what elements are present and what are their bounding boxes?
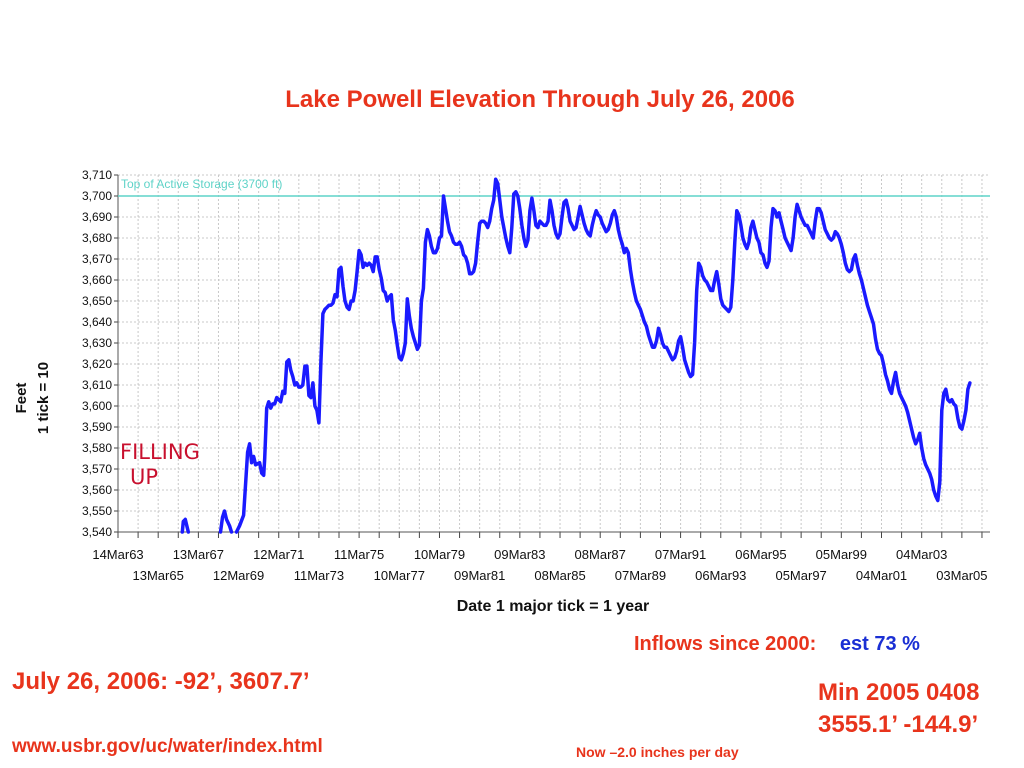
y-tick-label: 3,640 <box>82 315 112 329</box>
elevation-line <box>234 177 972 534</box>
y-tick-label: 3,660 <box>82 273 112 287</box>
x-tick-label: 08Mar85 <box>534 568 585 583</box>
y-tick-label: 3,670 <box>82 252 112 266</box>
x-tick-label: 09Mar81 <box>454 568 505 583</box>
filling-line-2: UP <box>130 465 159 489</box>
page-title: Lake Powell Elevation Through July 26, 2… <box>285 86 795 113</box>
min-line-1: Min 2005 0408 <box>818 679 980 706</box>
x-tick-label: 04Mar01 <box>856 568 907 583</box>
x-tick-label: 04Mar03 <box>896 547 947 562</box>
elevation-line <box>218 509 234 534</box>
x-tick-label: 05Mar99 <box>816 547 867 562</box>
y-tick-label: 3,630 <box>82 336 112 350</box>
y-tick-label: 3,680 <box>82 231 112 245</box>
y-tick-label: 3,700 <box>82 189 112 203</box>
y-tick-label: 3,570 <box>82 462 112 476</box>
x-tick-label: 08Mar87 <box>575 547 626 562</box>
x-tick-label: 06Mar95 <box>735 547 786 562</box>
y-tick-label: 3,710 <box>82 168 112 182</box>
y-tick-label: 3,690 <box>82 210 112 224</box>
x-tick-label: 11Mar73 <box>294 568 344 583</box>
y-tick-label: 3,560 <box>82 483 112 497</box>
x-tick-label: 12Mar69 <box>213 568 264 583</box>
x-tick-label: 13Mar67 <box>173 547 224 562</box>
x-tick-label: 05Mar97 <box>775 568 826 583</box>
y-tick-label: 3,650 <box>82 294 112 308</box>
x-tick-label: 07Mar91 <box>655 547 706 562</box>
top-active-storage-label: Top of Active Storage (3700 ft) <box>121 177 282 191</box>
x-tick-label: 07Mar89 <box>615 568 666 583</box>
inflows-note: Inflows since 2000: est 73 % <box>634 633 920 656</box>
current-rate-note: Now –2.0 inches per day <box>576 744 739 760</box>
x-tick-label: 10Mar79 <box>414 547 465 562</box>
y-tick-label: 3,540 <box>82 525 112 539</box>
current-elevation-note: July 26, 2006: -92’, 3607.7’ <box>12 668 310 695</box>
filling-line-1: FILLING <box>120 440 200 464</box>
y-tick-label: 3,550 <box>82 504 112 518</box>
x-tick-label: 12Mar71 <box>253 547 304 562</box>
y-axis-title: Feet <box>13 383 30 414</box>
elevation-line <box>180 517 191 534</box>
y-tick-label: 3,580 <box>82 441 112 455</box>
y-tick-label: 3,610 <box>82 378 112 392</box>
inflows-value: est 73 % <box>839 633 920 655</box>
y-tick-label: 3,600 <box>82 399 112 413</box>
x-tick-label: 09Mar83 <box>494 547 545 562</box>
y-tick-label: 3,620 <box>82 357 112 371</box>
inflows-label: Inflows since 2000: <box>634 633 817 655</box>
filling-up-annotation: FILLING UP <box>120 440 200 490</box>
x-tick-label: 11Mar75 <box>334 547 384 562</box>
minimum-elevation-note: Min 2005 0408 3555.1’ -144.9’ <box>818 677 979 741</box>
min-line-2: 3555.1’ -144.9’ <box>818 711 979 738</box>
x-tick-label: 13Mar65 <box>133 568 184 583</box>
y-tick-label: 3,590 <box>82 420 112 434</box>
x-tick-label: 03Mar05 <box>936 568 987 583</box>
x-tick-label: 06Mar93 <box>695 568 746 583</box>
source-url: www.usbr.gov/uc/water/index.html <box>12 736 323 757</box>
x-tick-label: 10Mar77 <box>374 568 425 583</box>
x-axis-title: Date 1 major tick = 1 year <box>457 598 650 615</box>
x-tick-label: 14Mar63 <box>92 547 143 562</box>
y-axis-subtitle: 1 tick = 10 <box>35 362 52 434</box>
